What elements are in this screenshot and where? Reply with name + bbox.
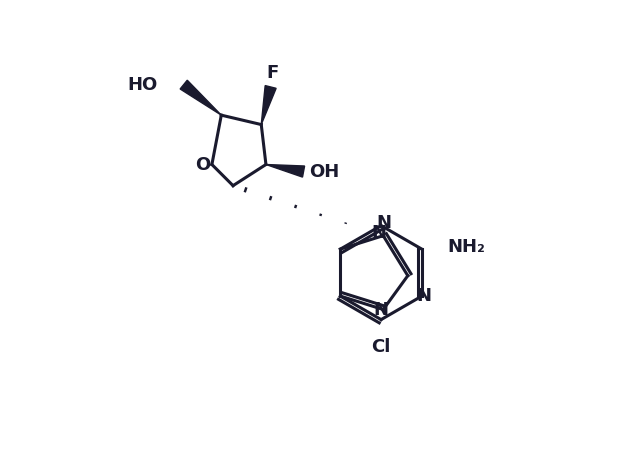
Text: N: N <box>371 224 386 243</box>
Text: NH₂: NH₂ <box>447 238 486 256</box>
Text: N: N <box>376 214 391 232</box>
Text: F: F <box>267 64 279 82</box>
Text: HO: HO <box>127 76 158 94</box>
Polygon shape <box>266 164 305 177</box>
Polygon shape <box>261 86 276 125</box>
Text: OH: OH <box>309 163 339 180</box>
Text: Cl: Cl <box>371 338 391 356</box>
Text: N: N <box>417 287 431 305</box>
Text: O: O <box>195 156 210 173</box>
Text: N: N <box>373 300 388 319</box>
Polygon shape <box>180 80 221 115</box>
